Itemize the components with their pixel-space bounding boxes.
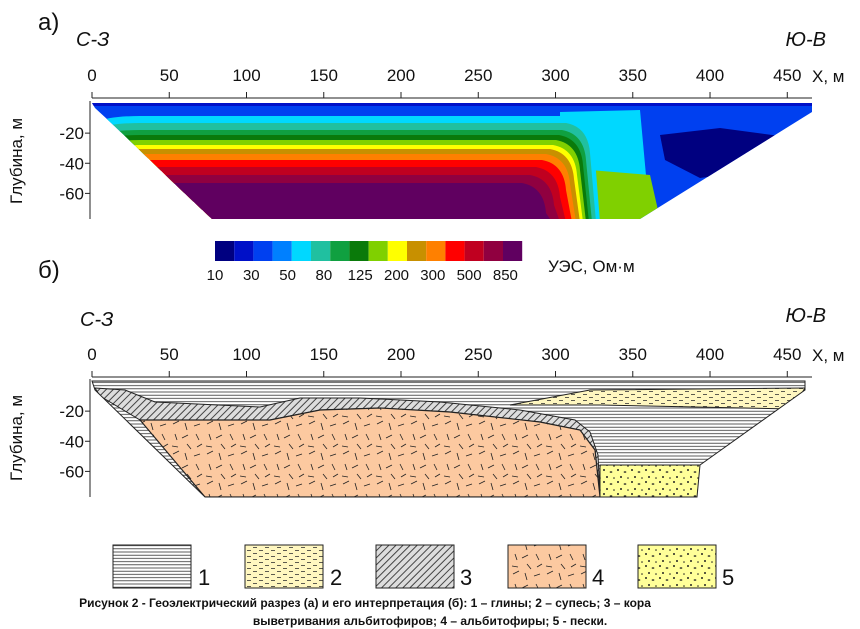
colorbar-swatch — [253, 241, 272, 261]
x-tick-label: 100 — [232, 66, 260, 85]
legend-swatch — [113, 545, 191, 588]
x-axis-label: X, м — [812, 67, 844, 86]
x-tick-label: 50 — [160, 66, 179, 85]
y-tick-label: -60 — [59, 184, 84, 203]
colorbar-swatch — [292, 241, 311, 261]
x-tick-label: 350 — [619, 345, 647, 364]
x-tick-label: 50 — [160, 345, 179, 364]
interpretation-section — [90, 379, 810, 499]
colorbar-swatch — [369, 241, 388, 261]
legend-label: 5 — [722, 565, 734, 590]
x-tick-label: 400 — [696, 66, 724, 85]
x-tick-label: 0 — [87, 345, 96, 364]
colorbar-swatch — [503, 241, 522, 261]
colorbar-swatch — [234, 241, 253, 261]
x-tick-label: 300 — [541, 345, 569, 364]
colorbar-label: 850 — [493, 267, 518, 284]
legend-swatch — [508, 545, 586, 588]
legend-label: 1 — [198, 565, 210, 590]
direction-label: Ю-В — [786, 305, 826, 327]
colorbar-label: 500 — [457, 267, 482, 284]
colorbar-label: 80 — [316, 267, 333, 284]
colorbar-title: УЭС, Ом·м — [548, 257, 635, 276]
colorbar: 10 30 50 80 125 200 300 500 850 — [207, 241, 523, 284]
legend-label: 2 — [330, 565, 342, 590]
x-tick-label: 450 — [773, 66, 801, 85]
resistivity-zone — [90, 183, 552, 222]
x-tick-label: 200 — [387, 345, 415, 364]
colorbar-swatch — [273, 241, 292, 261]
y-tick-label: -40 — [59, 154, 84, 173]
x-tick-label: 100 — [232, 345, 260, 364]
colorbar-swatch — [445, 241, 464, 261]
x-tick-label: 350 — [619, 66, 647, 85]
y-tick-label: -40 — [59, 432, 84, 451]
x-axis-label: X, м — [812, 346, 844, 365]
x-tick-label: 150 — [310, 66, 338, 85]
legend-swatch — [638, 545, 716, 588]
direction-label: Ю-В — [786, 29, 826, 51]
sand — [600, 465, 705, 497]
x-tick-label: 0 — [87, 66, 96, 85]
panel-label: б) — [38, 257, 60, 284]
colorbar-swatch — [349, 241, 368, 261]
colorbar-swatch — [426, 241, 445, 261]
x-tick-label: 150 — [310, 345, 338, 364]
colorbar-label: 30 — [243, 267, 260, 284]
caption-line: Рисунок 2 - Геоэлектрический разрез (а) … — [79, 596, 651, 610]
colorbar-swatch — [330, 241, 349, 261]
x-tick-label: 300 — [541, 66, 569, 85]
x-tick-label: 400 — [696, 345, 724, 364]
legend-label: 3 — [460, 565, 472, 590]
y-axis-label: Глубина, м — [7, 395, 26, 481]
colorbar-label: 50 — [279, 267, 296, 284]
figure: а) С-З Ю-В X, м Глубина, м 1030508012520… — [0, 0, 860, 629]
x-tick-label: 250 — [464, 345, 492, 364]
x-tick-label: 200 — [387, 66, 415, 85]
x-tick-label: 450 — [773, 345, 801, 364]
colorbar-swatch — [407, 241, 426, 261]
colorbar-label: 125 — [348, 267, 373, 284]
legend-swatch — [376, 545, 454, 588]
y-axis-label: Глубина, м — [7, 118, 26, 204]
colorbar-swatch — [465, 241, 484, 261]
legend-swatch — [245, 545, 323, 588]
colorbar-label: 10 — [207, 267, 224, 284]
albitophyre — [140, 408, 600, 497]
colorbar-swatch — [311, 241, 330, 261]
resistivity-section — [90, 100, 820, 225]
colorbar-swatch — [388, 241, 407, 261]
colorbar-label: 300 — [420, 267, 445, 284]
panel-label: а) — [38, 9, 59, 36]
colorbar-swatch — [484, 241, 503, 261]
direction-label: С-З — [80, 309, 113, 331]
y-tick-label: -60 — [59, 462, 84, 481]
legend-label: 4 — [592, 565, 604, 590]
resistivity-zone — [590, 170, 660, 219]
resistivity-zone — [90, 100, 820, 106]
colorbar-swatch — [215, 241, 234, 261]
y-tick-label: -20 — [59, 402, 84, 421]
colorbar-label: 200 — [384, 267, 409, 284]
x-tick-label: 250 — [464, 66, 492, 85]
direction-label: С-З — [76, 29, 109, 51]
caption-line: выветривания альбитофиров; 4 – альбитофи… — [253, 614, 607, 628]
y-tick-label: -20 — [59, 124, 84, 143]
